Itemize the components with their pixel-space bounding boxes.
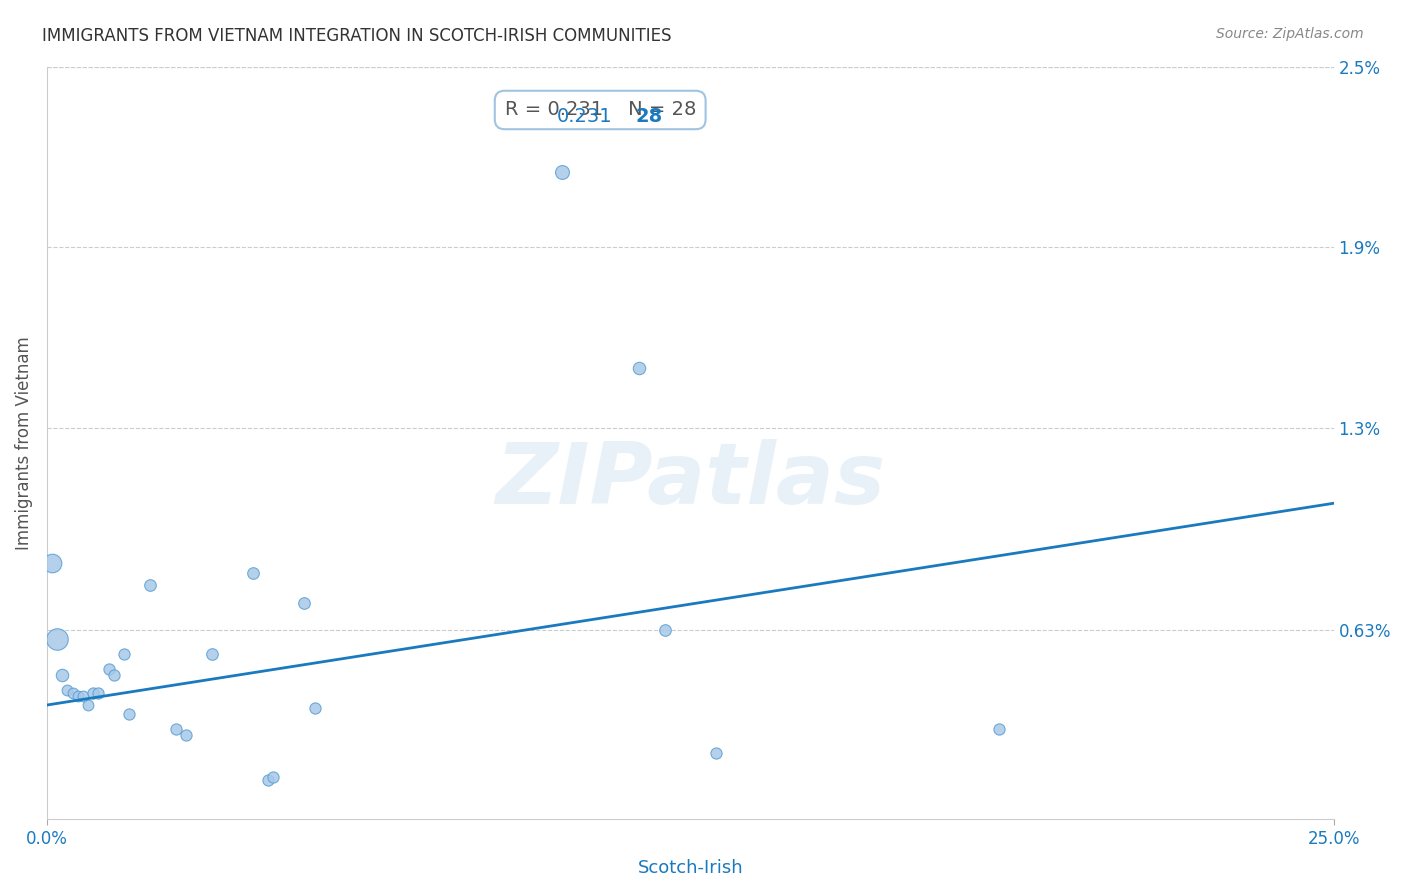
Point <box>41 557 63 571</box>
Text: Source: ZipAtlas.com: Source: ZipAtlas.com <box>1216 27 1364 41</box>
Point <box>77 698 100 712</box>
X-axis label: Scotch-Irish: Scotch-Irish <box>637 859 744 877</box>
Point <box>242 566 264 580</box>
Point <box>82 686 104 700</box>
Text: 28: 28 <box>636 106 662 126</box>
Text: 0.231: 0.231 <box>557 106 613 126</box>
Point <box>174 728 197 742</box>
Point <box>165 722 187 736</box>
Point <box>46 632 69 646</box>
Point <box>51 668 73 682</box>
Point <box>304 701 326 715</box>
Point <box>988 722 1011 736</box>
Point <box>292 596 315 610</box>
Text: IMMIGRANTS FROM VIETNAM INTEGRATION IN SCOTCH-IRISH COMMUNITIES: IMMIGRANTS FROM VIETNAM INTEGRATION IN S… <box>42 27 672 45</box>
Point <box>139 577 162 591</box>
Text: ZIPatlas: ZIPatlas <box>495 439 886 522</box>
Text: R = 0.231    N = 28: R = 0.231 N = 28 <box>505 101 696 120</box>
Point <box>97 662 120 676</box>
Point <box>72 689 94 703</box>
Point <box>118 707 141 722</box>
Point <box>627 360 650 375</box>
Point <box>704 746 727 760</box>
Point <box>56 683 79 698</box>
Point <box>112 647 135 661</box>
Point <box>262 770 284 784</box>
Point <box>103 668 125 682</box>
Point <box>66 689 89 703</box>
Y-axis label: Immigrants from Vietnam: Immigrants from Vietnam <box>15 336 32 549</box>
Point <box>62 686 84 700</box>
Point <box>257 773 280 788</box>
Point <box>654 623 676 637</box>
Point <box>87 686 110 700</box>
Point <box>550 165 572 179</box>
Point <box>200 647 222 661</box>
